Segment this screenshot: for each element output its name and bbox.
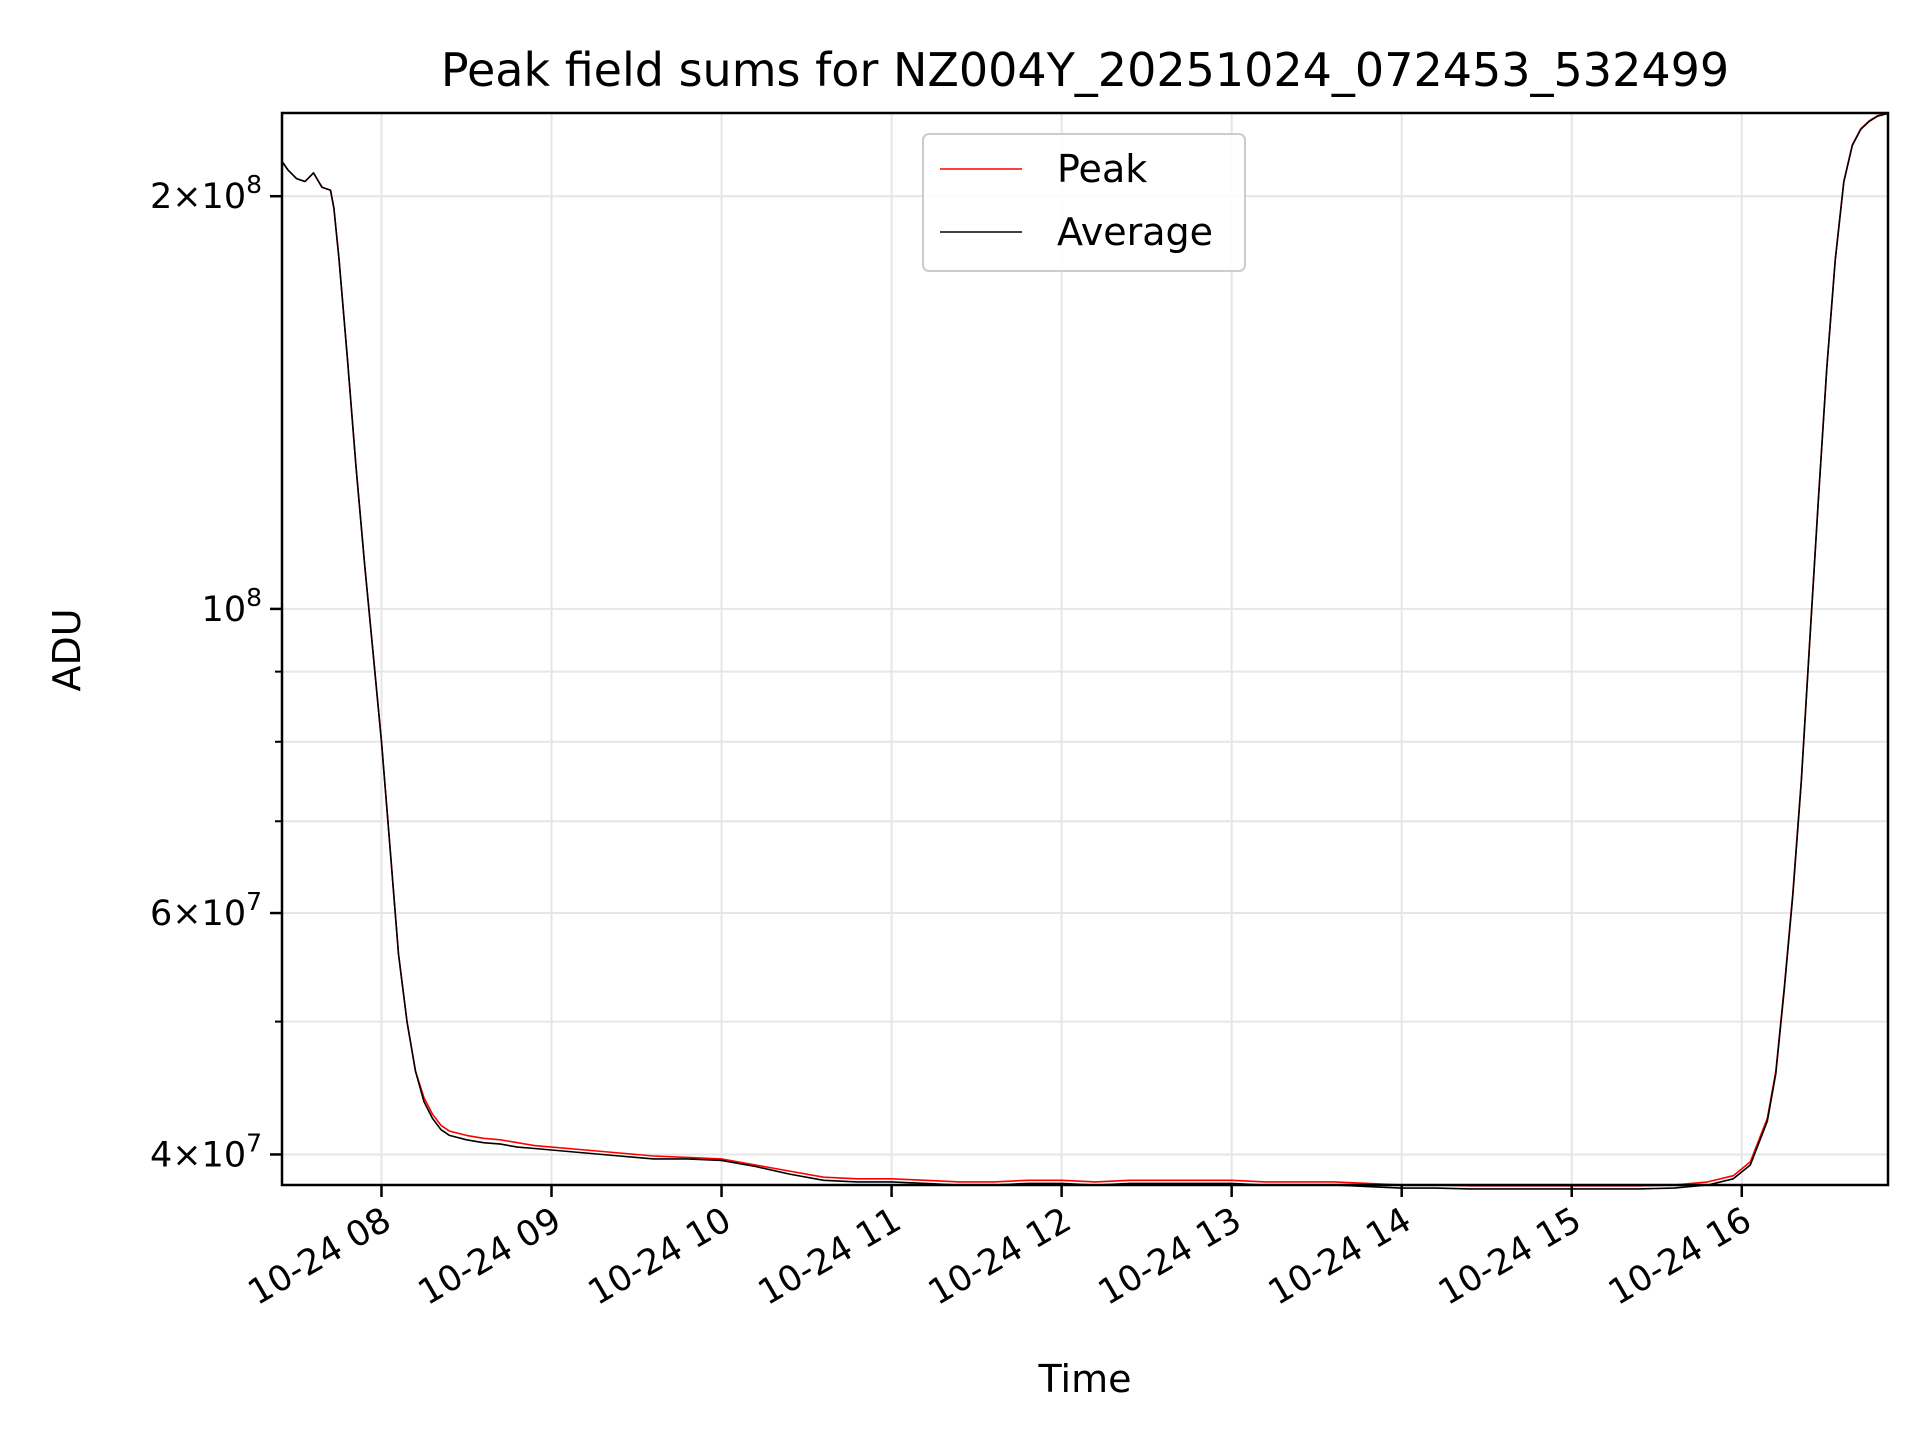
x-tick-label: 10-24 09 bbox=[412, 1200, 568, 1313]
y-axis-label: ADU bbox=[45, 608, 89, 691]
series-line-average bbox=[281, 112, 1889, 1190]
x-tick-label: 10-24 15 bbox=[1432, 1200, 1588, 1313]
chart-title: Peak field sums for NZ004Y_20251024_0724… bbox=[441, 43, 1729, 97]
x-tick-label: 10-24 08 bbox=[242, 1200, 398, 1313]
grid-lines bbox=[282, 113, 1888, 1185]
x-tick-label: 10-24 13 bbox=[1092, 1200, 1248, 1313]
legend-label-average: Average bbox=[1057, 210, 1213, 254]
x-tick-label: 10-24 16 bbox=[1602, 1200, 1758, 1313]
x-tick-label: 10-24 10 bbox=[582, 1200, 738, 1313]
legend-label-peak: Peak bbox=[1057, 147, 1147, 191]
series-layer bbox=[281, 112, 1889, 1190]
x-tick-label: 10-24 14 bbox=[1262, 1200, 1418, 1313]
x-axis-label: Time bbox=[1038, 1357, 1132, 1401]
y-axis: 4×107 6×107 108 2×108 bbox=[150, 170, 282, 1175]
y-tick-label: 108 bbox=[202, 583, 262, 630]
x-axis: 10-24 08 10-24 09 10-24 10 10-24 11 10-24 12… bbox=[242, 1185, 1758, 1313]
series-line-peak bbox=[281, 112, 1889, 1187]
plot-frame bbox=[280, 111, 1890, 1187]
legend: Peak Average bbox=[922, 133, 1246, 272]
y-tick-label: 6×107 bbox=[150, 887, 262, 934]
x-tick-label: 10-24 12 bbox=[922, 1200, 1078, 1313]
x-tick-label: 10-24 11 bbox=[752, 1200, 908, 1313]
y-tick-label: 4×107 bbox=[150, 1128, 262, 1175]
y-tick-label: 2×108 bbox=[150, 170, 262, 217]
